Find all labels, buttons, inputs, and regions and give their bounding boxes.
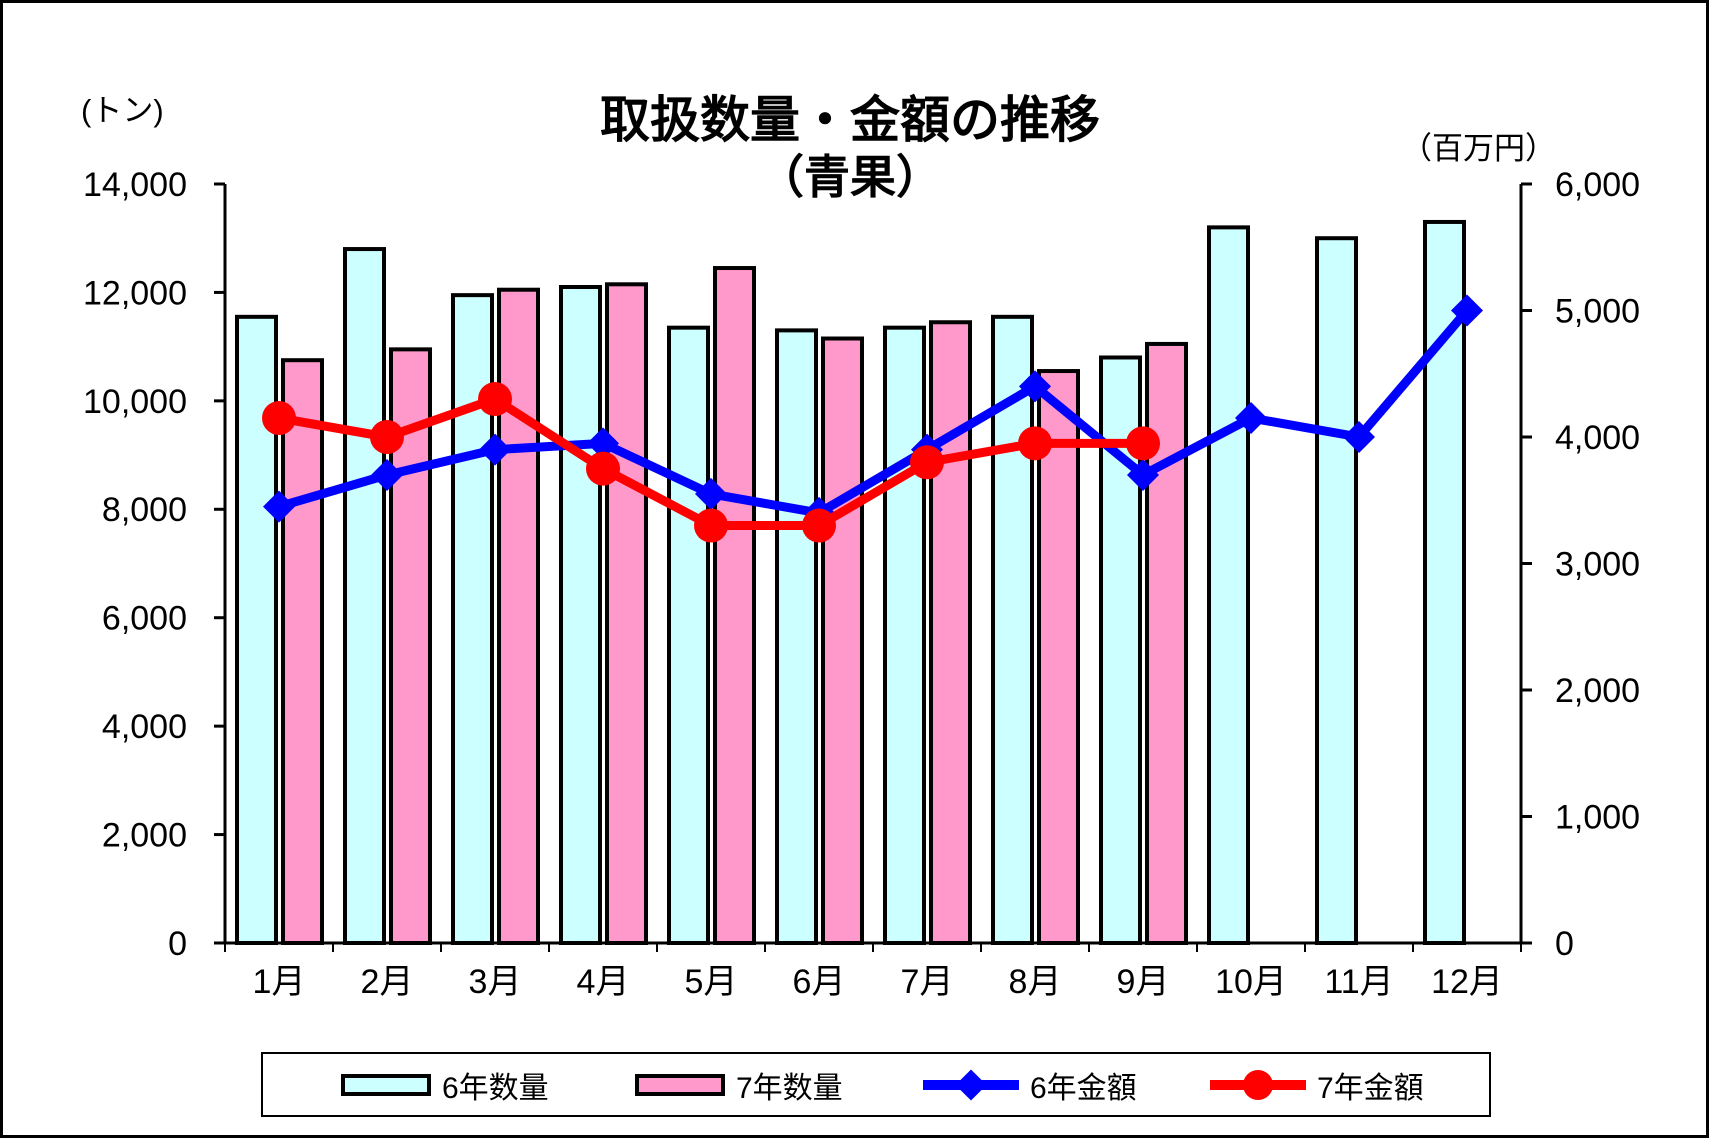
month-label-1: 1月 <box>253 963 306 1001</box>
month-label-10: 10月 <box>1215 963 1287 1001</box>
right-axis-tick-label-1000: 1,000 <box>1555 798 1640 836</box>
right-axis-tick-label-6000: 6,000 <box>1555 166 1640 204</box>
legend-item-amt-year6: 6年金額 <box>923 1054 1137 1115</box>
month-label-8: 8月 <box>1009 963 1062 1001</box>
left-axis-tick-label-2000: 2,000 <box>102 816 187 854</box>
bar-qty-year7-m1 <box>281 358 324 946</box>
marker-diamond-amt-year6-m9 <box>1127 458 1159 491</box>
month-label-3: 3月 <box>469 963 522 1001</box>
marker-circle-amt-year7-m4 <box>586 451 620 486</box>
bar-qty-year6-m11 <box>1315 236 1358 945</box>
bar-qty-year7-m6 <box>821 336 864 945</box>
chart-title-line2: （青果） <box>758 151 942 203</box>
right-axis-tick-label-2000: 2,000 <box>1555 672 1640 710</box>
month-label-2: 2月 <box>361 963 414 1001</box>
month-label-11: 11月 <box>1324 963 1393 1001</box>
right-axis-tick-label-0: 0 <box>1555 925 1574 963</box>
left-axis-tick-label-12000: 12,000 <box>83 274 187 312</box>
marker-circle-amt-year7-m6 <box>802 508 836 543</box>
left-axis-tick-label-10000: 10,000 <box>83 383 187 421</box>
marker-diamond-amt-year6-m3 <box>479 433 511 466</box>
marker-circle-amt-year7-m1 <box>262 401 296 436</box>
legend-label-qty-year6: 6年数量 <box>442 1071 549 1105</box>
marker-diamond-amt-year6-m5 <box>695 477 727 510</box>
month-label-9: 9月 <box>1117 963 1170 1001</box>
legend-item-qty-year6: 6年数量 <box>341 1054 549 1115</box>
marker-circle-amt-year7-m2 <box>370 420 404 454</box>
legend-item-amt-year7: 7年金額 <box>1210 1054 1424 1115</box>
month-label-12: 12月 <box>1431 963 1503 1001</box>
marker-diamond-amt-year6-m1 <box>263 490 295 523</box>
chart-title: 取扱数量・金額の推移 （青果） <box>3 93 1697 203</box>
bar-qty-year6-m7 <box>883 325 926 945</box>
legend: 6年数量 7年数量 6年金額 7年金額 <box>261 1052 1491 1117</box>
bar-qty-year6-m4 <box>559 285 602 945</box>
marker-circle-amt-year7-m7 <box>910 445 944 480</box>
marker-diamond-amt-year6-m10 <box>1235 402 1267 435</box>
month-label-4: 4月 <box>577 963 630 1001</box>
legend-line-diamond-icon <box>923 1068 1019 1101</box>
marker-circle-amt-year7-m8 <box>1018 426 1052 461</box>
legend-swatch-qty-year6-icon <box>341 1073 431 1096</box>
marker-diamond-amt-year6-m8 <box>1019 370 1051 403</box>
marker-circle-amt-year7-m5 <box>694 508 728 543</box>
legend-label-amt-year7: 7年金額 <box>1317 1071 1424 1105</box>
left-axis-tick-label-6000: 6,000 <box>102 600 187 638</box>
plot-area: 0 2,000 4,000 6,000 8,000 10,000 12,000 14,000 0… <box>83 166 1640 1001</box>
month-label-7: 7月 <box>901 963 954 1001</box>
legend-item-qty-year7: 7年数量 <box>635 1054 843 1115</box>
legend-label-qty-year7: 7年数量 <box>736 1071 843 1105</box>
bar-qty-year7-m4 <box>605 282 648 945</box>
month-label-6: 6月 <box>793 963 846 1001</box>
legend-swatch-qty-year7-icon <box>635 1073 725 1096</box>
legend-line-circle-icon <box>1210 1069 1306 1101</box>
marker-circle-amt-year7-m3 <box>478 382 512 417</box>
marker-diamond-amt-year6-m12 <box>1451 294 1483 327</box>
month-label-5: 5月 <box>685 963 738 1001</box>
left-axis-tick-label-8000: 8,000 <box>102 491 187 529</box>
line-amt-year6 <box>277 307 1471 518</box>
bar-qty-year6-m5 <box>667 325 710 945</box>
right-axis-tick-label-3000: 3,000 <box>1555 545 1640 583</box>
right-axis-unit-label: （百万円） <box>1401 131 1556 166</box>
bar-qty-year6-m6 <box>775 328 818 945</box>
marker-diamond-amt-year6-m2 <box>371 458 403 491</box>
right-axis-tick-label-5000: 5,000 <box>1555 292 1640 330</box>
marker-diamond-amt-year6-m11 <box>1343 421 1375 453</box>
right-axis-tick-label-4000: 4,000 <box>1555 419 1640 457</box>
legend-label-amt-year6: 6年金額 <box>1030 1071 1137 1105</box>
marker-circle-amt-year7-m9 <box>1126 426 1160 461</box>
left-axis-tick-label-14000: 14,000 <box>83 166 187 204</box>
left-axis-tick-label-0: 0 <box>168 925 187 963</box>
marker-diamond-amt-year6-m4 <box>587 427 619 460</box>
bar-qty-year6-m10 <box>1207 225 1250 946</box>
chart-title-line1: 取扱数量・金額の推移 <box>600 92 1100 148</box>
bar-qty-year7-m7 <box>929 320 972 946</box>
bar-qty-year6-m2 <box>343 247 386 946</box>
bar-qty-year7-m5 <box>713 266 756 945</box>
left-axis-unit-label: (トン) <box>81 93 164 128</box>
left-axis-tick-label-4000: 4,000 <box>102 708 187 746</box>
